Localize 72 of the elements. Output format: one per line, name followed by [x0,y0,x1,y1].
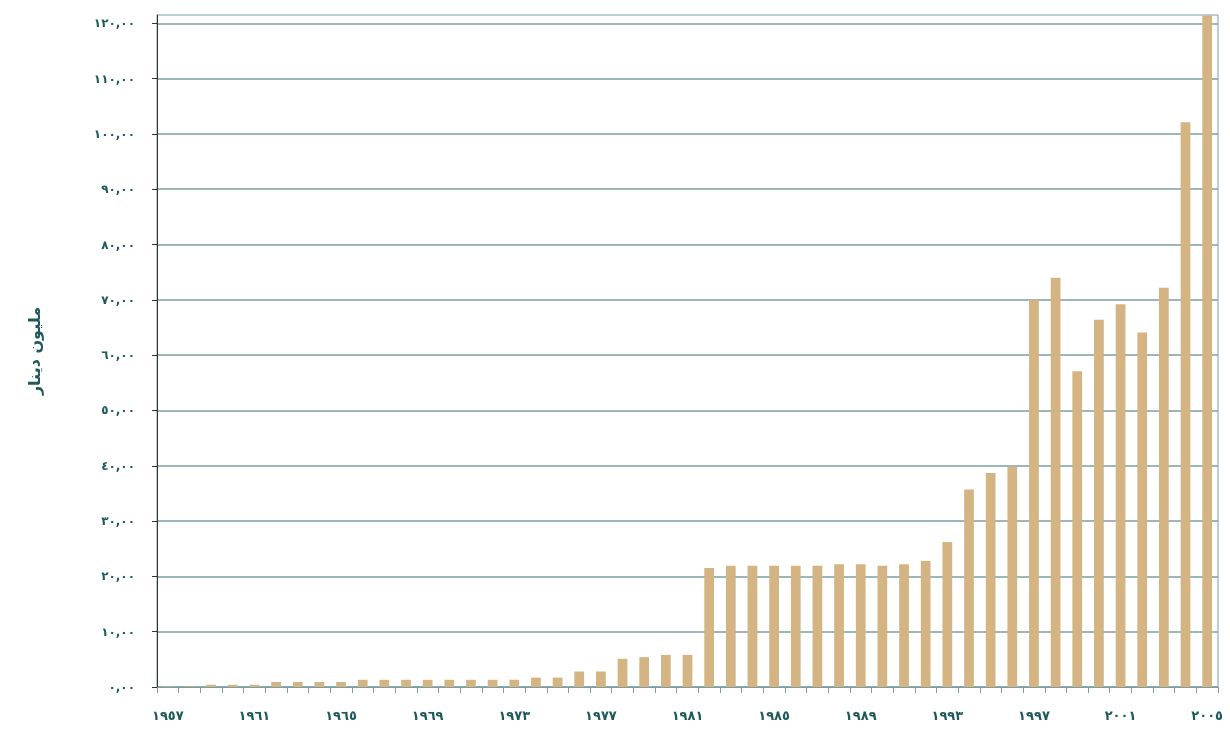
bar [531,677,541,687]
bar [834,564,844,687]
y-tick-label: ٩٠,٠٠ [101,182,135,197]
bar [227,684,238,687]
bar [617,658,628,687]
y-tick-label: ١٠٠,٠٠ [93,126,135,141]
bar [660,654,671,687]
bar [747,565,758,687]
bar [725,565,736,687]
bar [1115,304,1126,687]
x-tick-label: ١٩٦١ [238,708,271,723]
bar [1072,371,1083,687]
bar [1159,287,1169,687]
bar [899,564,909,687]
bar [1094,319,1104,687]
x-tick-label: ٢٠٠٥ [1191,708,1224,723]
bar [769,565,779,687]
bar [855,564,866,687]
x-tick-label: ١٩٨٩ [844,708,877,723]
bar [1029,299,1039,687]
y-tick-label: ٦٠,٠٠ [101,348,135,363]
y-axis-title: مليون دينار [24,306,44,397]
y-tick-label: ٥٠,٠٠ [101,403,135,418]
x-tick-label: ١٩٦٩ [411,708,444,723]
bar [466,679,476,687]
x-tick-label: ١٩٨١ [671,708,704,723]
bar [206,684,216,687]
bar [271,682,281,687]
bar [812,565,823,687]
y-tick-label: ١٢٠,٠٠ [93,16,135,31]
bar [444,679,455,687]
bar [1180,122,1191,687]
x-tick-label: ١٩٥٧ [151,708,184,723]
bar [639,657,650,687]
y-tick-label: ٣٠,٠٠ [101,514,135,529]
bar [336,682,346,687]
x-tick-label: ١٩٧٧ [585,708,617,723]
y-tick-label: ٧٠,٠٠ [101,292,135,307]
bar [985,472,996,687]
x-tick-label: ١٩٨٥ [758,708,791,723]
x-tick-label: ١٩٩٧ [1018,708,1050,723]
y-tick-label: ١١٠,٠٠ [93,71,135,86]
y-tick-label: ٠,٠٠ [108,680,135,694]
bar [357,679,368,687]
x-tick-label: ٢٠٠١ [1104,708,1137,723]
bar [920,560,931,687]
bar [422,679,433,687]
bar [1137,332,1148,687]
bar [1007,466,1018,687]
bar [292,682,303,687]
bar [401,679,411,687]
x-tick-label: ١٩٦٥ [325,708,357,723]
y-tick-label: ٢٠,٠٠ [101,569,135,584]
y-tick-label: ٤٠,٠٠ [101,458,135,473]
bar [1050,277,1061,687]
x-tick-label: ١٩٩٣ [931,708,964,723]
y-tick-label: ١٠,٠٠ [101,624,135,639]
bar [596,671,606,687]
y-tick-label: ٨٠,٠٠ [101,237,135,252]
bar [509,679,520,687]
bar [487,679,498,687]
bar [379,679,390,687]
x-tick-label: ١٩٧٣ [498,708,531,723]
bar [942,542,953,687]
bar [1202,15,1213,687]
bar [877,565,888,687]
bar [964,489,974,687]
bar [790,565,801,687]
bar [574,671,585,687]
bar [704,568,715,687]
bar [314,682,325,687]
bar [682,654,693,687]
